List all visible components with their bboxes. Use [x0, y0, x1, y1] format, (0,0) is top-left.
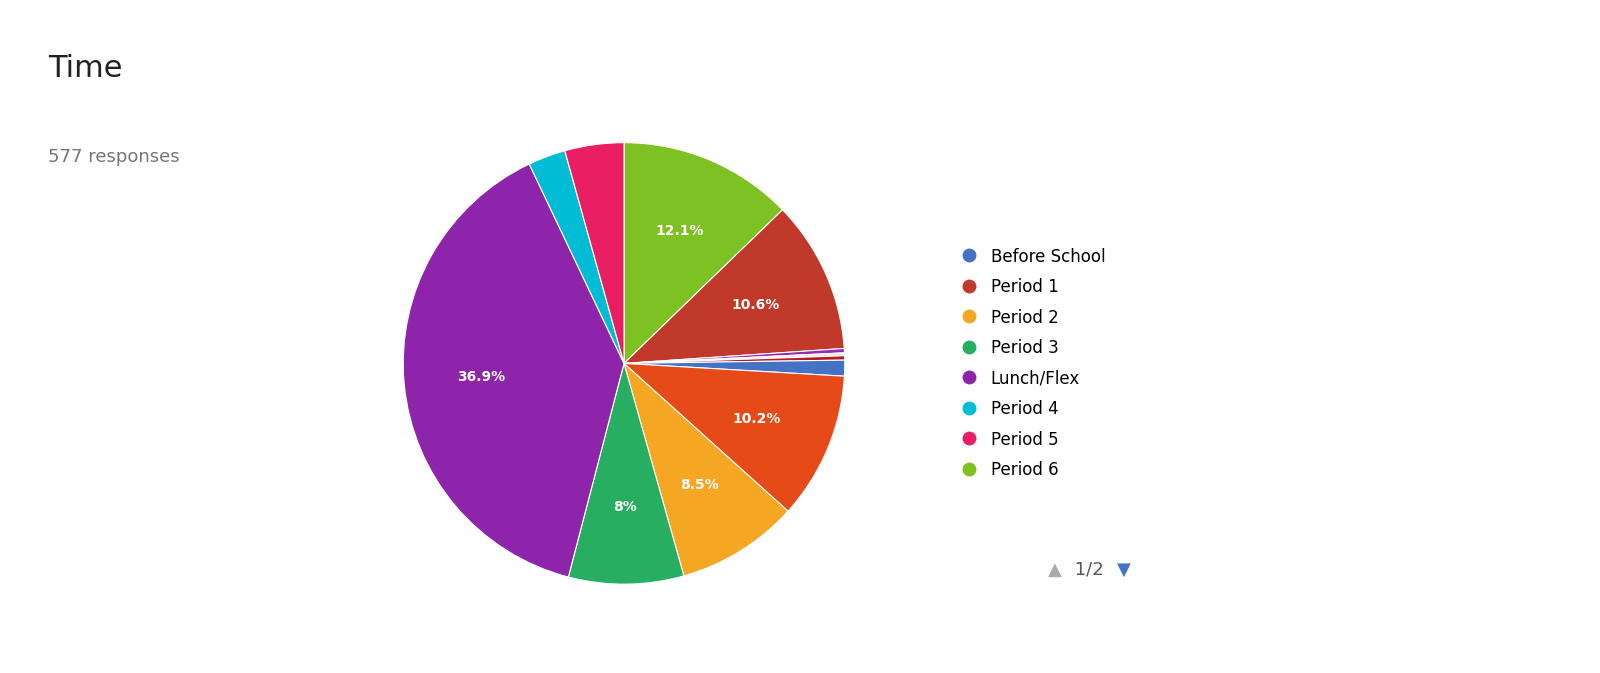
Text: 12.1%: 12.1% — [656, 224, 704, 238]
Text: 10.2%: 10.2% — [733, 412, 781, 426]
Text: 36.9%: 36.9% — [458, 370, 506, 384]
Wedge shape — [403, 164, 624, 577]
Wedge shape — [568, 363, 683, 584]
Text: 8.5%: 8.5% — [680, 479, 718, 492]
Wedge shape — [624, 363, 789, 576]
Wedge shape — [624, 360, 845, 376]
Legend: Before School, Period 1, Period 2, Period 3, Lunch/Flex, Period 4, Period 5, Per: Before School, Period 1, Period 2, Perio… — [952, 240, 1114, 487]
Text: 8%: 8% — [613, 500, 637, 514]
Wedge shape — [624, 353, 845, 363]
Text: 10.6%: 10.6% — [731, 298, 779, 312]
Wedge shape — [624, 356, 845, 363]
Wedge shape — [624, 210, 845, 363]
Wedge shape — [624, 143, 782, 363]
Wedge shape — [565, 143, 624, 363]
Text: 1/2: 1/2 — [1069, 561, 1109, 579]
Text: Time: Time — [48, 54, 123, 83]
Text: ▲: ▲ — [1048, 561, 1062, 579]
Wedge shape — [624, 349, 845, 363]
Wedge shape — [530, 151, 624, 363]
Text: ▼: ▼ — [1117, 561, 1131, 579]
Wedge shape — [624, 363, 845, 511]
Text: 577 responses: 577 responses — [48, 148, 179, 166]
